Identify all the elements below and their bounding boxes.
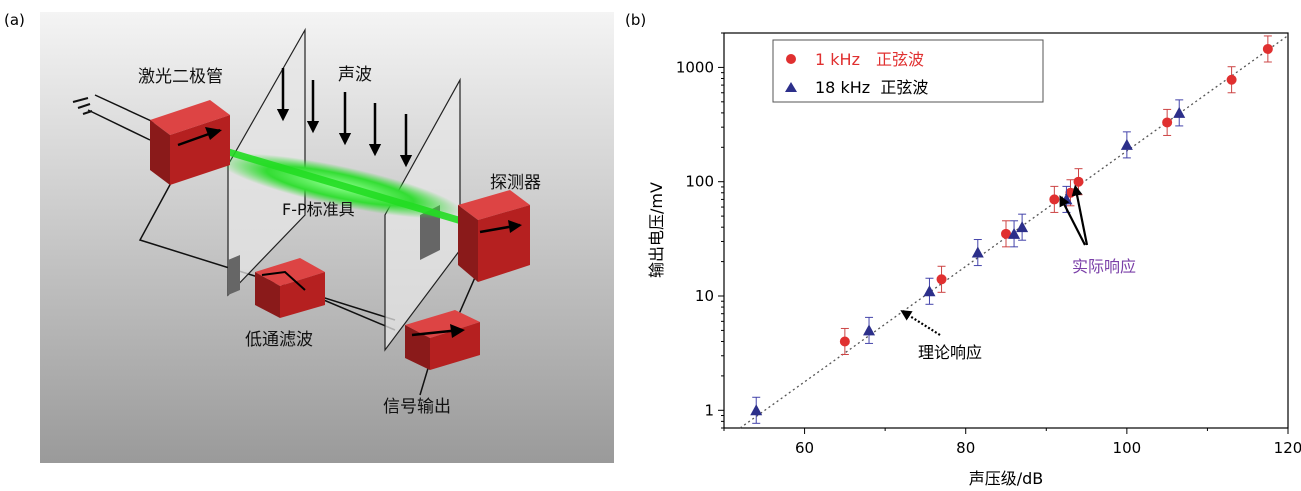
detector-box: [458, 190, 530, 282]
annotation-theory: 理论响应: [900, 310, 982, 362]
data-point-18khz: [971, 239, 984, 267]
y-tick-label: 100: [685, 173, 714, 191]
data-point-1khz: [1049, 185, 1060, 213]
data-point-1khz: [1001, 220, 1011, 248]
marker-triangle: [1016, 221, 1029, 233]
data-point-18khz: [1016, 213, 1029, 241]
annotation-actual-response: 实际响应: [1072, 257, 1136, 276]
legend-label-18khz: 18 kHz 正弦波: [815, 78, 928, 97]
marker-triangle: [863, 324, 876, 336]
x-axis-title: 声压级/dB: [969, 469, 1044, 488]
y-tick-label: 10: [695, 287, 714, 305]
annotation-actual: 实际响应: [1059, 184, 1136, 276]
y-tick-labels: 1 10 100 1000: [676, 58, 714, 419]
marker-circle: [1162, 117, 1173, 128]
laser-beam: [214, 144, 466, 226]
marker-triangle: [1120, 138, 1133, 150]
data-point-18khz: [923, 277, 936, 305]
y-tick-label: 1000: [676, 58, 714, 76]
panel-b-label: (b): [625, 11, 646, 29]
marker-circle: [1001, 228, 1011, 239]
x-tick-labels: 60 80 100 120: [795, 439, 1301, 457]
plot-frame: [723, 32, 1289, 429]
sound-arrows: [276, 68, 413, 168]
fp-plate-right-shade: [420, 205, 440, 260]
x-tick-label: 80: [956, 439, 975, 457]
marker-triangle: [1173, 106, 1186, 118]
data-point-1khz: [1262, 35, 1273, 63]
label-fp-etalon: F-P标准具: [282, 200, 355, 219]
legend-label-1khz: 1 kHz 正弦波: [815, 50, 924, 69]
legend: 1 kHz 正弦波 18 kHz 正弦波: [772, 39, 1044, 103]
marker-triangle: [750, 404, 763, 416]
panel-a-schematic: (a): [4, 11, 614, 463]
legend-marker-triangle: [785, 82, 797, 92]
data-point-1khz: [1226, 66, 1237, 94]
x-tick-label: 100: [1113, 439, 1142, 457]
x-tick-label: 60: [795, 439, 814, 457]
label-laser-diode: 激光二极管: [138, 67, 223, 87]
signal-output-box: [405, 310, 480, 370]
annotation-dotted-arrow: [900, 310, 941, 336]
data-point-1khz: [1162, 108, 1173, 136]
marker-circle: [839, 336, 850, 347]
label-sound-wave: 声波: [338, 65, 372, 85]
marker-triangle: [923, 285, 936, 297]
axis-ticks: [718, 32, 1289, 434]
data-points: [750, 35, 1273, 424]
data-point-18khz: [1173, 99, 1186, 127]
y-tick-label: 1: [704, 401, 714, 419]
marker-circle: [1073, 176, 1084, 187]
legend-marker-circle: [786, 54, 796, 64]
marker-circle: [1262, 43, 1273, 54]
annotation-arrow-1: [1059, 195, 1086, 246]
data-point-18khz: [1120, 131, 1133, 159]
laser-diode-box: [150, 100, 230, 185]
marker-triangle: [971, 246, 984, 258]
annotation-arrow-2: [1071, 184, 1089, 246]
low-pass-filter-box: [255, 258, 325, 318]
data-point-18khz: [863, 316, 876, 344]
panel-a-label: (a): [4, 11, 25, 29]
marker-circle: [1226, 74, 1237, 85]
y-axis-title: 输出电压/mV: [647, 182, 666, 278]
marker-circle: [936, 274, 947, 285]
label-low-pass-filter: 低通滤波: [245, 330, 313, 350]
ground-symbol: [72, 97, 93, 115]
annotation-theory-response: 理论响应: [918, 343, 982, 362]
data-point-1khz: [936, 265, 947, 293]
data-point-18khz: [1008, 220, 1021, 248]
data-point-1khz: [839, 327, 850, 356]
marker-triangle: [1008, 227, 1021, 239]
fp-plate-left-shade: [228, 255, 240, 295]
data-point-18khz: [750, 396, 763, 424]
legend-box: [772, 39, 1044, 103]
label-signal-output: 信号输出: [383, 397, 451, 417]
x-tick-label: 120: [1274, 439, 1301, 457]
marker-circle: [1049, 194, 1060, 205]
label-detector: 探测器: [490, 173, 541, 193]
